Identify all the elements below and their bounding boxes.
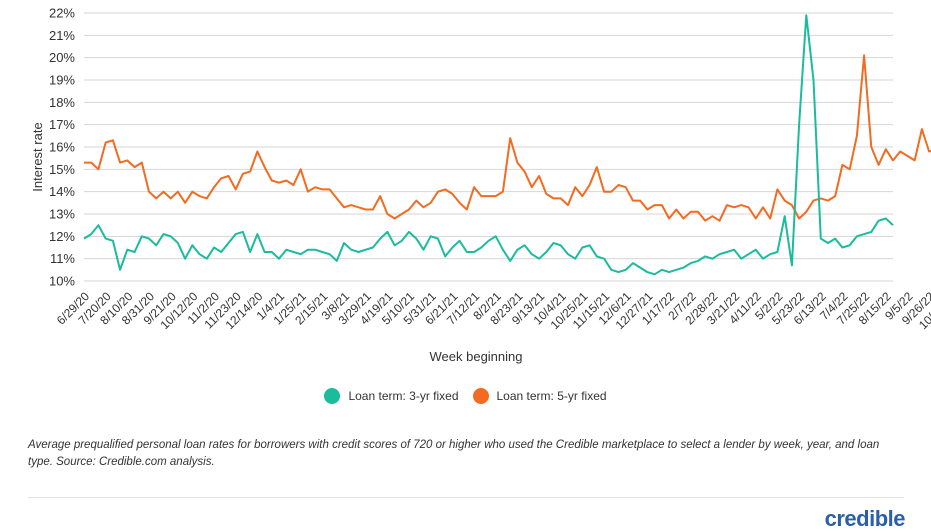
legend-label-3yr: Loan term: 3-yr fixed <box>348 389 459 403</box>
legend-swatch-5yr <box>472 388 489 404</box>
y-axis-ticks: 10% 11% 12% 13% 14% 15% 16% 17% 18% 19% 20% 21% 22% <box>49 6 75 289</box>
y-tick-label: 18% <box>49 95 75 110</box>
y-tick-label: 17% <box>49 117 75 132</box>
y-axis-title: Interest rate <box>30 122 45 191</box>
y-tick-label: 22% <box>49 6 75 21</box>
y-tick-label: 20% <box>49 50 75 65</box>
legend-label-5yr: Loan term: 5-yr fixed <box>496 389 607 403</box>
legend-item-5yr[interactable]: Loan term: 5-yr fixed <box>472 388 607 404</box>
y-tick-label: 14% <box>49 184 75 199</box>
credible-logo[interactable]: credible <box>824 506 906 531</box>
legend-item-3yr[interactable]: Loan term: 3-yr fixed <box>324 388 459 404</box>
series-lines <box>83 14 931 276</box>
y-tick-label: 15% <box>49 162 75 177</box>
y-tick-label: 10% <box>49 274 75 289</box>
line-chart: 10%11%12%13%14%15%16%17%18%19%20%21%22% … <box>30 6 931 364</box>
divider <box>28 497 904 498</box>
y-tick-label: 16% <box>49 140 75 155</box>
x-axis-title: Week beginning <box>430 349 523 364</box>
x-axis-ticks: 6/29/207/20/208/10/208/31/209/21/2010/12… <box>54 289 931 332</box>
legend: Loan term: 3-yr fixed Loan term: 5-yr fi… <box>0 388 931 404</box>
y-tick-label: 13% <box>49 207 75 222</box>
y-tick-label: 11% <box>50 251 75 266</box>
y-tick-label: 12% <box>49 229 75 244</box>
y-tick-label: 21% <box>49 28 75 43</box>
series-line-3yr <box>83 14 894 276</box>
gridlines <box>84 12 893 282</box>
legend-swatch-3yr <box>324 388 341 404</box>
y-tick-label: 19% <box>49 73 75 88</box>
chart-caption: Average prequalified personal loan rates… <box>28 439 880 468</box>
